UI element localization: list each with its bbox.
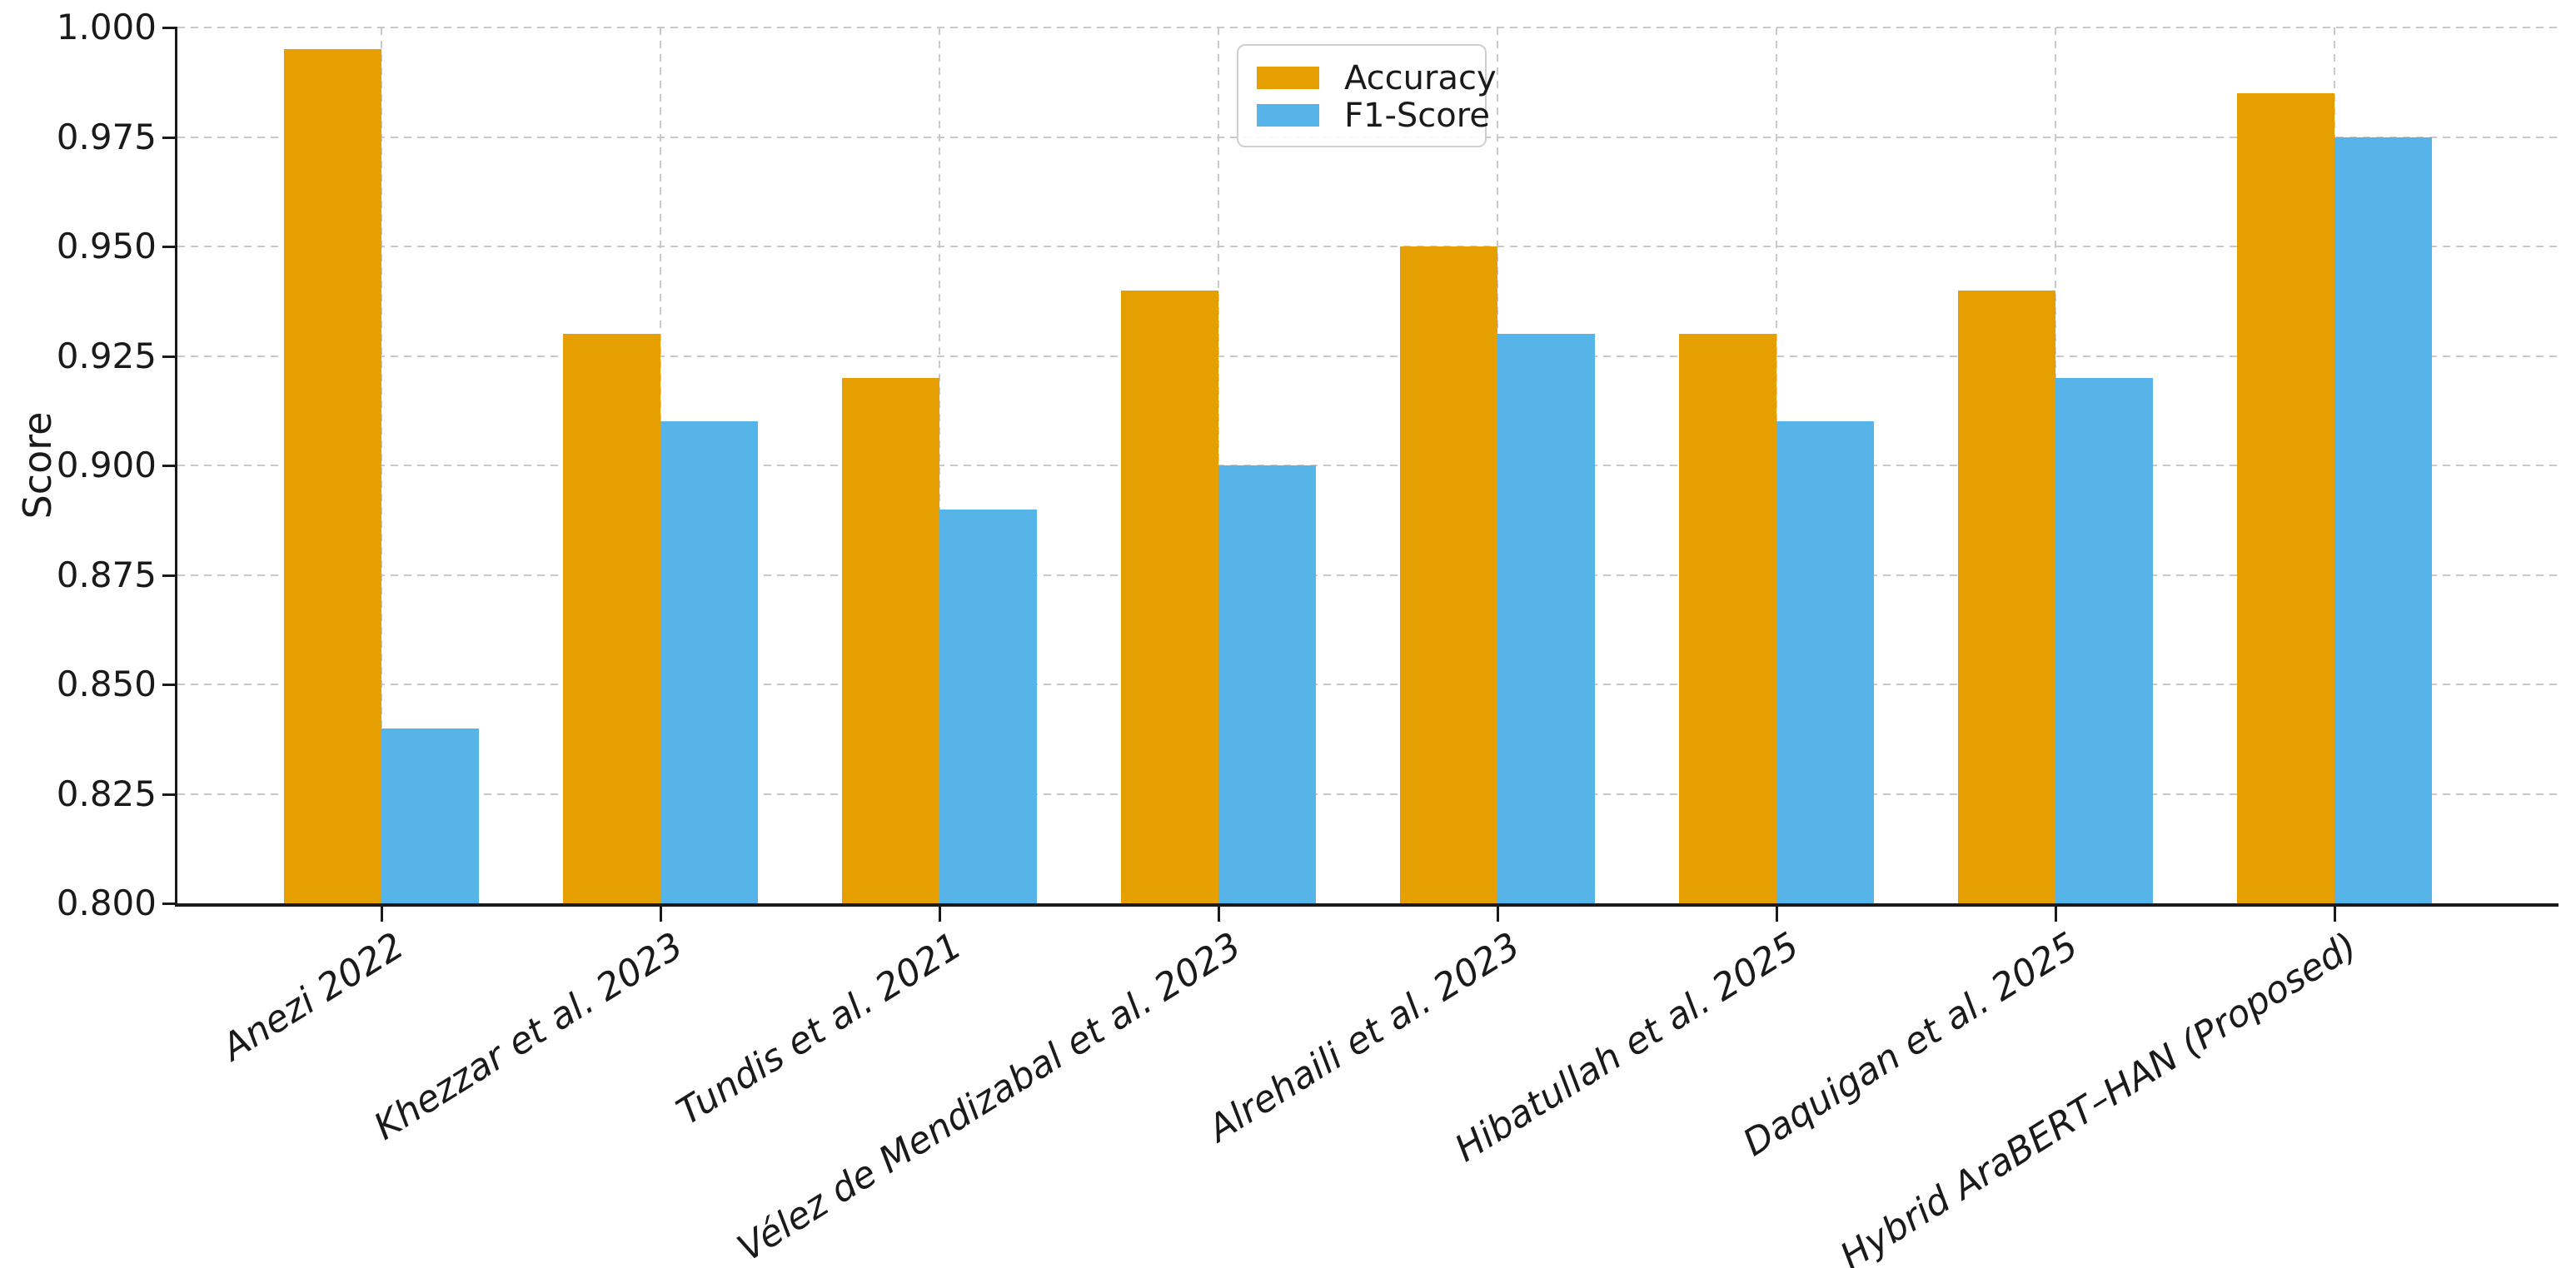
y-tick-label: 0.925 (56, 335, 157, 376)
y-tick-mark (162, 793, 177, 796)
y-tick-label: 0.950 (56, 226, 157, 266)
y-gridline (177, 793, 2559, 795)
y-tick-mark (162, 246, 177, 248)
y-gridline (177, 574, 2559, 576)
y-tick-label: 0.875 (56, 554, 157, 595)
x-tick-mark (939, 907, 941, 922)
y-tick-mark (162, 903, 177, 905)
x-tick-mark (660, 907, 662, 922)
bar-f1-score (1218, 465, 1316, 903)
y-gridline (177, 355, 2559, 357)
bar-f1-score (660, 421, 758, 903)
bar-accuracy (284, 49, 381, 903)
x-axis-spine (175, 903, 2559, 907)
x-tick-mark (1497, 907, 1499, 922)
y-axis-label: Score (15, 411, 60, 520)
x-tick-mark (1218, 907, 1220, 922)
y-tick-label: 0.900 (56, 445, 157, 485)
bar-accuracy (842, 377, 939, 903)
legend-item-accuracy: Accuracy (1257, 59, 1497, 97)
y-tick-label: 0.850 (56, 664, 157, 704)
bar-accuracy (1958, 290, 2055, 903)
accuracy-swatch (1257, 67, 1319, 89)
legend-item-f1-score: F1-Score (1257, 97, 1490, 135)
y-axis-spine (175, 27, 177, 907)
bar-f1-score (1497, 334, 1595, 903)
y-tick-mark (162, 684, 177, 686)
bar-accuracy (1400, 246, 1497, 903)
y-tick-label: 0.975 (56, 116, 157, 157)
bar-accuracy (1121, 290, 1218, 903)
legend-label-f1-score: F1-Score (1344, 96, 1490, 135)
y-gridline (177, 246, 2559, 247)
bar-f1-score (381, 728, 479, 903)
y-tick-mark (162, 355, 177, 358)
y-gridline (177, 465, 2559, 466)
bar-f1-score (2334, 137, 2432, 903)
bar-f1-score (2055, 377, 2153, 903)
y-gridline (177, 27, 2559, 28)
bar-accuracy (1679, 334, 1776, 903)
y-tick-mark (162, 136, 177, 139)
x-tick-mark (2055, 907, 2057, 922)
y-tick-label: 0.800 (56, 883, 157, 923)
x-tick-mark (381, 907, 383, 922)
legend-label-accuracy: Accuracy (1344, 58, 1497, 97)
bar-accuracy (563, 334, 660, 903)
y-tick-label: 1.000 (56, 7, 157, 47)
y-tick-mark (162, 27, 177, 29)
y-tick-mark (162, 465, 177, 467)
x-tick-mark (1776, 907, 1778, 922)
bar-accuracy (2237, 92, 2334, 903)
legend: Accuracy F1-Score (1237, 44, 1497, 147)
x-tick-mark (2334, 907, 2336, 922)
f1-score-swatch (1257, 104, 1319, 127)
y-gridline (177, 684, 2559, 685)
bar-f1-score (1776, 421, 1874, 903)
y-tick-mark (162, 574, 177, 577)
bar-f1-score (939, 509, 1037, 903)
y-tick-label: 0.825 (56, 773, 157, 814)
